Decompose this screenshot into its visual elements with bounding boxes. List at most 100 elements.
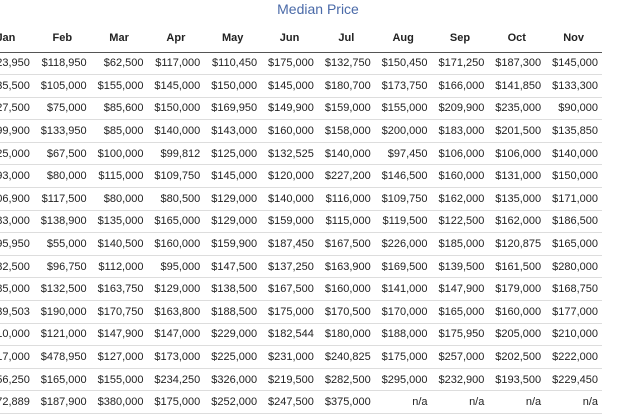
table-cell: $257,000 (431, 345, 489, 369)
table-cell: 35,500 (0, 74, 34, 98)
table-cell: $100,000 (90, 142, 148, 166)
table-cell: $120,875 (488, 232, 546, 256)
column-header: Jul (317, 25, 375, 53)
table-cell: $163,800 (147, 300, 205, 324)
table-cell: $121,000 (33, 323, 91, 347)
table-cell: $175,950 (431, 323, 489, 347)
table-cell: $282,500 (317, 368, 375, 392)
table-cell: $240,825 (317, 345, 375, 369)
table-cell: $138,500 (204, 277, 262, 302)
table-cell: $169,500 (374, 255, 432, 279)
table-row: 39,503$190,000$170,750$163,800$188,500$1… (0, 300, 602, 324)
column-header: Jan (0, 25, 34, 53)
table-cell: $140,000 (317, 142, 375, 166)
table-cell: $165,000 (33, 368, 91, 392)
table-row: 85,000$132,500$163,750$129,000$138,500$1… (0, 277, 602, 302)
table-cell: $205,000 (488, 323, 546, 347)
table-cell: $80,500 (147, 187, 205, 211)
table-cell: $150,000 (204, 74, 262, 98)
table-cell: $295,000 (374, 368, 432, 392)
table-cell: $99,812 (147, 142, 205, 166)
table-cell: 82,500 (0, 255, 34, 279)
table-cell: $160,000 (488, 300, 546, 324)
table-row: 99,900$133,950$85,000$140,000$143,000$16… (0, 119, 602, 143)
table-cell: $133,950 (33, 119, 91, 143)
column-header: Mar (90, 25, 148, 53)
table-cell: $147,900 (431, 277, 489, 302)
table-cell: $185,000 (431, 232, 489, 256)
table-cell: $180,000 (317, 323, 375, 347)
table-cell: $201,500 (488, 119, 546, 143)
table-cell: $280,000 (545, 255, 602, 279)
table-cell: $247,500 (261, 390, 318, 414)
table-cell: $145,000 (204, 164, 262, 189)
column-header: Nov (545, 25, 602, 53)
table-cell: $160,000 (317, 277, 375, 302)
table-cell: $140,000 (147, 119, 205, 143)
table-cell: $160,000 (431, 164, 489, 189)
table-cell: $146,500 (374, 164, 432, 189)
table-cell: $105,000 (33, 74, 91, 98)
table-cell: $147,900 (90, 323, 148, 347)
table-row: 82,500$96,750$112,000$95,000$147,500$137… (0, 255, 602, 279)
table-cell: $117,000 (147, 52, 205, 76)
table-row: 23,950$118,950$62,500$117,000$110,450$17… (0, 52, 602, 76)
table-cell: 93,000 (0, 164, 34, 189)
table-cell: $165,000 (431, 300, 489, 324)
column-header: Jun (261, 25, 318, 53)
table-cell: 23,950 (0, 52, 34, 76)
table-cell: $145,000 (261, 74, 318, 98)
table-cell: $115,000 (317, 210, 375, 234)
column-header: Feb (33, 25, 91, 53)
table-cell: $85,000 (90, 119, 148, 143)
table-row: 17,000$478,950$127,000$173,000$225,000$2… (0, 345, 602, 369)
table-row: 95,950$55,000$140,500$160,000$159,900$18… (0, 232, 602, 256)
column-header: May (204, 25, 262, 53)
table-cell: $145,000 (147, 74, 205, 98)
table-row: 72,889$187,900$380,000$175,000$252,000$2… (0, 390, 602, 414)
table-cell: $129,000 (204, 187, 262, 211)
table-cell: $175,000 (374, 345, 432, 369)
table-row: 10,000$121,000$147,900$147,000$229,000$1… (0, 323, 602, 347)
table-cell: $167,500 (317, 232, 375, 256)
table-cell: $135,850 (545, 119, 602, 143)
table-cell: $478,950 (33, 345, 91, 369)
table-cell: 72,889 (0, 390, 34, 414)
table-cell: $80,000 (33, 164, 91, 189)
table-cell: $119,500 (374, 210, 432, 234)
table-cell: $375,000 (317, 390, 375, 414)
table-cell: $106,000 (488, 142, 546, 166)
table-cell: $163,750 (90, 277, 148, 302)
table-cell: $110,450 (204, 52, 262, 76)
table-cell: $55,000 (33, 232, 91, 256)
table-cell: $227,200 (317, 164, 375, 189)
table-cell: $190,000 (33, 300, 91, 324)
table-cell: $127,000 (90, 345, 148, 369)
table-cell: $115,000 (90, 164, 148, 189)
table-cell: $116,000 (317, 187, 375, 211)
table-cell: $188,000 (374, 323, 432, 347)
table-cell: $131,000 (488, 164, 546, 189)
table-cell: 99,900 (0, 119, 34, 143)
table-cell: $187,300 (488, 52, 546, 76)
table-cell: 56,250 (0, 368, 34, 392)
table-cell: $163,900 (317, 255, 375, 279)
table-cell: $182,544 (261, 323, 318, 347)
table-cell: $166,000 (431, 74, 489, 98)
table-cell: n/a (374, 390, 432, 414)
table-cell: $109,750 (147, 164, 205, 189)
table-cell: 17,000 (0, 345, 34, 369)
table-cell: $187,450 (261, 232, 318, 256)
table-cell: $187,900 (33, 390, 91, 414)
table-row: 93,000$80,000$115,000$109,750$145,000$12… (0, 164, 602, 189)
table-cell: $173,000 (147, 345, 205, 369)
table-cell: $171,250 (431, 52, 489, 76)
table-cell: $80,000 (90, 187, 148, 211)
table-cell: $226,000 (374, 232, 432, 256)
table-cell: $229,450 (545, 368, 602, 392)
table-cell: $140,500 (90, 232, 148, 256)
table-cell: 95,950 (0, 232, 34, 256)
table-cell: 85,000 (0, 277, 34, 302)
table-cell: 27,500 (0, 97, 34, 121)
table-cell: $380,000 (90, 390, 148, 414)
